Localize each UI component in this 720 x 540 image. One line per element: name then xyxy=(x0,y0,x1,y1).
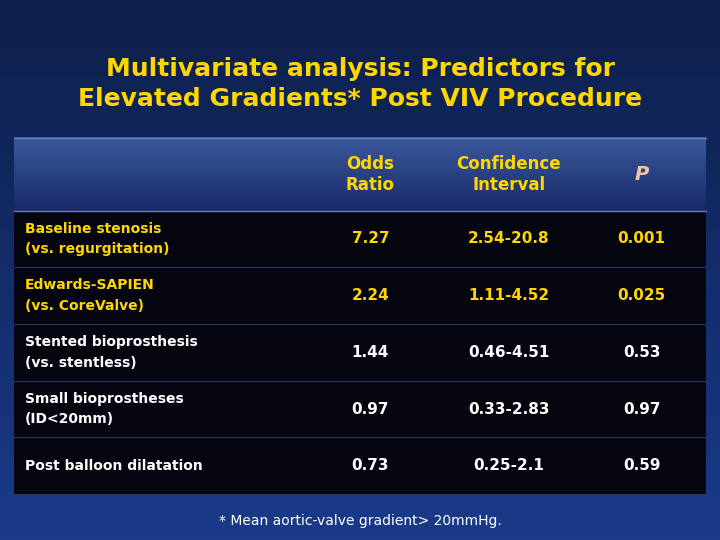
Bar xyxy=(14,159,706,161)
Text: Multivariate analysis: Predictors for
Elevated Gradients* Post VIV Procedure: Multivariate analysis: Predictors for El… xyxy=(78,57,642,111)
Bar xyxy=(14,205,706,207)
Text: 1.44: 1.44 xyxy=(351,345,389,360)
Text: Stented bioprosthesis: Stented bioprosthesis xyxy=(25,335,198,349)
Text: Edwards-SAPIEN: Edwards-SAPIEN xyxy=(25,279,155,293)
Bar xyxy=(14,188,706,191)
Text: 0.46-4.51: 0.46-4.51 xyxy=(468,345,549,360)
Bar xyxy=(14,161,706,163)
Bar xyxy=(14,139,706,141)
Text: P: P xyxy=(634,165,649,184)
Bar xyxy=(14,179,706,181)
Bar xyxy=(14,146,706,148)
Bar xyxy=(14,143,706,145)
Text: 0.25-2.1: 0.25-2.1 xyxy=(473,458,544,473)
Bar xyxy=(14,185,706,187)
Text: 0.33-2.83: 0.33-2.83 xyxy=(468,402,549,416)
Text: 0.001: 0.001 xyxy=(618,232,666,246)
Bar xyxy=(14,170,706,172)
Bar xyxy=(14,152,706,154)
Bar xyxy=(14,153,706,156)
Bar xyxy=(14,156,706,158)
Text: Post balloon dilatation: Post balloon dilatation xyxy=(25,459,203,472)
Bar xyxy=(14,177,706,180)
Bar xyxy=(14,166,706,168)
Bar xyxy=(14,172,706,174)
Bar xyxy=(14,168,706,171)
Text: (vs. regurgitation): (vs. regurgitation) xyxy=(25,242,170,256)
Text: 0.025: 0.025 xyxy=(618,288,666,303)
Bar xyxy=(14,183,706,185)
Bar xyxy=(14,197,706,200)
Text: * Mean aortic-valve gradient> 20mmHg.: * Mean aortic-valve gradient> 20mmHg. xyxy=(219,514,501,528)
Text: 7.27: 7.27 xyxy=(351,232,390,246)
Bar xyxy=(14,157,706,160)
Text: Small bioprostheses: Small bioprostheses xyxy=(25,392,184,406)
Text: 0.53: 0.53 xyxy=(623,345,660,360)
Bar xyxy=(14,174,706,176)
Bar xyxy=(14,208,706,211)
Text: Odds
Ratio: Odds Ratio xyxy=(346,155,395,193)
Bar xyxy=(14,176,706,178)
Text: Baseline stenosis: Baseline stenosis xyxy=(25,222,161,236)
Bar xyxy=(14,195,706,198)
Text: 1.11-4.52: 1.11-4.52 xyxy=(468,288,549,303)
Bar xyxy=(14,138,706,494)
Bar xyxy=(14,181,706,183)
Bar xyxy=(14,206,706,209)
Bar xyxy=(14,163,706,165)
Text: (vs. CoreValve): (vs. CoreValve) xyxy=(25,299,144,313)
Bar xyxy=(14,148,706,151)
Bar xyxy=(14,202,706,205)
Bar xyxy=(14,192,706,194)
Text: 2.24: 2.24 xyxy=(351,288,390,303)
Text: 2.54-20.8: 2.54-20.8 xyxy=(468,232,549,246)
Text: 0.73: 0.73 xyxy=(351,458,389,473)
Bar xyxy=(14,144,706,147)
Bar xyxy=(14,165,706,167)
Bar xyxy=(14,150,706,152)
Text: 0.97: 0.97 xyxy=(351,402,389,416)
Bar xyxy=(14,190,706,192)
Text: 0.97: 0.97 xyxy=(623,402,660,416)
Text: (vs. stentless): (vs. stentless) xyxy=(25,355,137,369)
Bar xyxy=(14,199,706,201)
Bar xyxy=(14,194,706,196)
Bar xyxy=(14,141,706,143)
Bar xyxy=(14,137,706,139)
Bar xyxy=(14,186,706,189)
Text: 0.59: 0.59 xyxy=(623,458,660,473)
Bar xyxy=(14,201,706,204)
Text: (ID<20mm): (ID<20mm) xyxy=(25,412,114,426)
Text: Confidence
Interval: Confidence Interval xyxy=(456,155,561,193)
